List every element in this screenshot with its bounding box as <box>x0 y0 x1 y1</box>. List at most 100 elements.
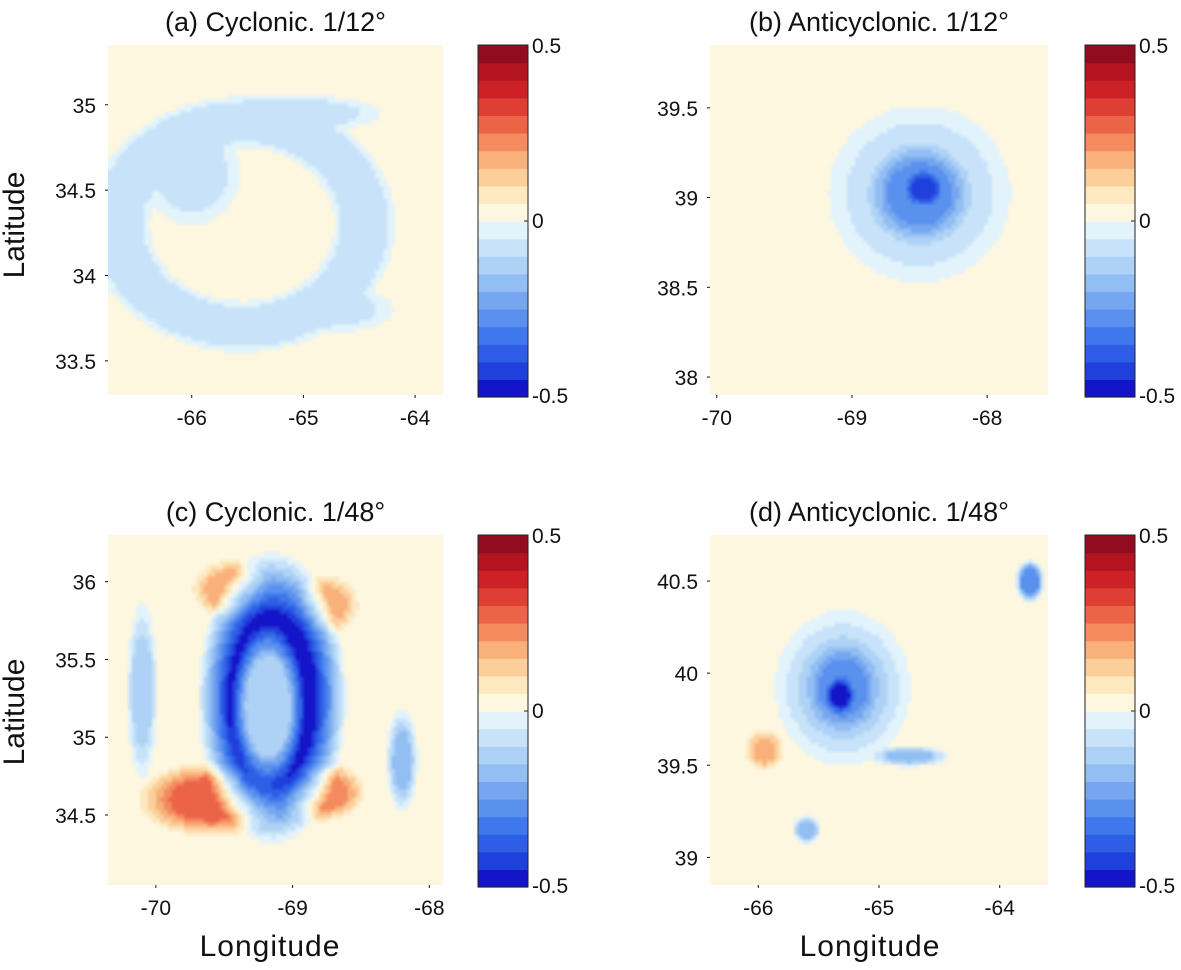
y-tick-label: 39 <box>675 188 698 211</box>
panel-0: (a) Cyclonic. 1/12° -66 -65 -64 33.5 34 34.5 35… <box>55 7 568 430</box>
colorbar-segment <box>478 763 528 782</box>
colorbar-segment <box>478 605 528 624</box>
colorbar-0: 0.5 0 -0.5 <box>477 35 568 408</box>
colorbar-segment <box>478 781 528 800</box>
x-tick-label: -66 <box>177 407 207 430</box>
x-tick-label: -64 <box>985 897 1016 920</box>
y-tick-label: 39.5 <box>657 755 698 778</box>
colorbar-segment <box>478 728 528 747</box>
colorbar-segment <box>1085 799 1135 818</box>
panel-2: (c) Cyclonic. 1/48° -70 -69 -68 34.5 35 35.5 36… <box>55 497 568 920</box>
colorbar-segment <box>1085 309 1135 328</box>
colorbar-segment <box>478 97 528 116</box>
heatmap-field-1 <box>710 45 1048 395</box>
colorbar-segment <box>478 133 528 152</box>
colorbar-tick-label: -0.5 <box>532 875 568 898</box>
y-tick-label: 35.5 <box>55 649 96 672</box>
colorbar-segment <box>478 746 528 765</box>
colorbar-segment <box>1085 344 1135 363</box>
colorbar-segment <box>478 552 528 571</box>
colorbar-segment <box>478 238 528 257</box>
colorbar-segment <box>478 658 528 677</box>
colorbar-segment <box>478 693 528 712</box>
colorbar-segment <box>478 185 528 204</box>
colorbar-segment <box>478 344 528 363</box>
colorbar-segment <box>478 535 528 554</box>
x-tick-label: -65 <box>288 407 318 430</box>
colorbar-segment <box>478 816 528 835</box>
panel-3: (d) Anticyclonic. 1/48° -66 -65 -64 39 39.5 40… <box>657 497 1175 920</box>
colorbar-segment <box>478 361 528 380</box>
x-tick-label: -69 <box>277 897 307 920</box>
x-axis-label-left: Longitude <box>200 930 341 963</box>
colorbar-3: 0.5 0 -0.5 <box>1084 525 1175 898</box>
colorbar-segment <box>1085 45 1135 64</box>
colorbar-segment <box>1085 379 1135 398</box>
colorbar-segment <box>478 203 528 222</box>
colorbar-segment <box>478 326 528 345</box>
colorbar-tick-label: 0 <box>1139 210 1151 233</box>
y-tick-label: 39 <box>675 847 698 870</box>
panel-1: (b) Anticyclonic. 1/12° -70 -69 -68 38 38.5 39… <box>657 7 1175 430</box>
colorbar-tick-label: -0.5 <box>1139 875 1175 898</box>
colorbar-segment <box>1085 781 1135 800</box>
heatmap-field-3 <box>710 535 1048 885</box>
colorbar-tick-label: 0 <box>532 700 544 723</box>
y-axis-label-top: Latitude <box>0 172 31 279</box>
colorbar-segment <box>478 62 528 81</box>
colorbar-segment <box>478 587 528 606</box>
colorbar-segment <box>1085 291 1135 310</box>
y-tick-label: 35 <box>73 95 96 118</box>
colorbar-segment <box>478 221 528 240</box>
colorbar-segment <box>1085 587 1135 606</box>
colorbar-segment <box>1085 80 1135 99</box>
colorbar-segment <box>478 291 528 310</box>
panel-title: (c) Cyclonic. 1/48° <box>166 497 385 527</box>
y-tick-label: 34.5 <box>55 180 96 203</box>
colorbar-2: 0.5 0 -0.5 <box>477 525 568 898</box>
panel-title: (a) Cyclonic. 1/12° <box>165 7 386 37</box>
colorbar-segment <box>1085 133 1135 152</box>
colorbar-segment <box>1085 605 1135 624</box>
colorbar-segment <box>1085 869 1135 888</box>
colorbar-segment <box>1085 675 1135 694</box>
colorbar-segment <box>1085 728 1135 747</box>
colorbar-tick-label: 0.5 <box>1139 35 1168 58</box>
colorbar-segment <box>478 256 528 275</box>
colorbar-segment <box>478 309 528 328</box>
colorbar-segment <box>1085 238 1135 257</box>
heatmap-field-2 <box>108 535 443 885</box>
colorbar-tick-label: -0.5 <box>1139 385 1175 408</box>
colorbar-segment <box>478 80 528 99</box>
y-tick-label: 38.5 <box>657 277 698 300</box>
colorbar-segment <box>1085 693 1135 712</box>
colorbar-segment <box>1085 763 1135 782</box>
colorbar-segment <box>1085 326 1135 345</box>
colorbar-segment <box>1085 658 1135 677</box>
x-tick-label: -66 <box>743 897 773 920</box>
colorbar-tick-label: 0 <box>532 210 544 233</box>
colorbar-tick-label: 0.5 <box>1139 525 1168 548</box>
y-tick-label: 34 <box>73 265 97 288</box>
colorbar-tick-label: -0.5 <box>532 385 568 408</box>
colorbar-segment <box>478 570 528 589</box>
colorbar-segment <box>478 168 528 187</box>
colorbar-segment <box>1085 570 1135 589</box>
colorbar-segment <box>478 623 528 642</box>
colorbar-segment <box>478 45 528 64</box>
y-tick-label: 38 <box>675 367 698 390</box>
panel-title: (b) Anticyclonic. 1/12° <box>749 7 1009 37</box>
y-tick-label: 33.5 <box>55 351 96 374</box>
colorbar-segment <box>1085 552 1135 571</box>
colorbar-segment <box>1085 168 1135 187</box>
y-tick-label: 34.5 <box>55 805 96 828</box>
colorbar-segment <box>1085 221 1135 240</box>
colorbar-segment <box>1085 851 1135 870</box>
colorbar-segment <box>1085 361 1135 380</box>
colorbar-segment <box>1085 185 1135 204</box>
x-tick-label: -64 <box>400 407 431 430</box>
x-tick-label: -69 <box>837 407 867 430</box>
colorbar-segment <box>1085 746 1135 765</box>
colorbar-segment <box>478 640 528 659</box>
